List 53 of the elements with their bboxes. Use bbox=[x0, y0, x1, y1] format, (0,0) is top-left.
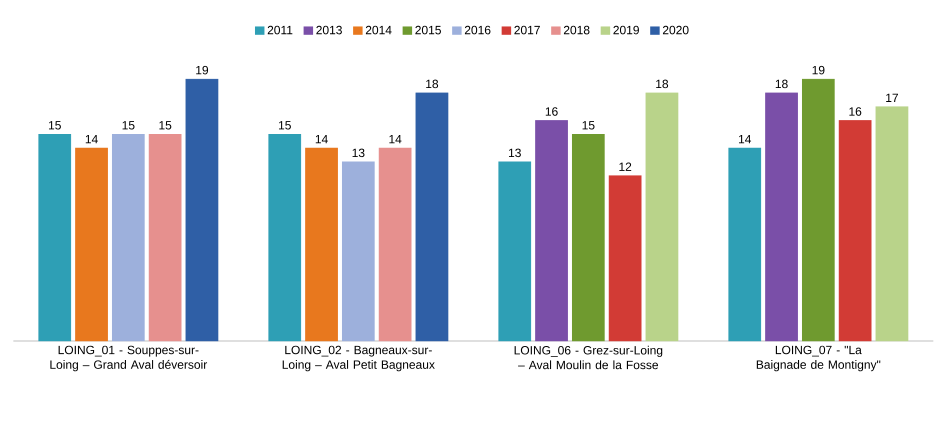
data-label: 13 bbox=[508, 148, 521, 158]
legend-label: 2015 bbox=[415, 26, 441, 34]
bar bbox=[305, 148, 338, 342]
data-label: 16 bbox=[849, 107, 862, 116]
bar bbox=[112, 134, 145, 342]
data-label: 14 bbox=[86, 135, 98, 144]
data-label: 19 bbox=[812, 66, 824, 74]
x-tick-label: LOING_01 - Souppes-sur-Loing – Grand Aval déversoir bbox=[50, 346, 208, 372]
data-label: 14 bbox=[389, 135, 402, 144]
bar bbox=[646, 92, 678, 342]
data-label: 18 bbox=[656, 80, 668, 88]
data-label: 13 bbox=[352, 148, 364, 158]
bar bbox=[535, 120, 568, 342]
bar bbox=[186, 78, 218, 342]
data-label: 15 bbox=[582, 121, 595, 130]
data-label: 15 bbox=[278, 121, 291, 130]
data-label: 15 bbox=[159, 121, 172, 130]
bar bbox=[802, 78, 835, 342]
x-tick-label: LOING_07 - "La Baignade de Montigny" bbox=[756, 346, 880, 372]
legend-label: 2020 bbox=[662, 26, 689, 34]
bar bbox=[608, 175, 642, 342]
legend-label: 2017 bbox=[514, 26, 540, 34]
bar bbox=[416, 92, 448, 342]
bar bbox=[572, 134, 605, 342]
legend-label: 2016 bbox=[464, 26, 490, 34]
bar bbox=[378, 148, 412, 342]
x-tick-label: LOING_06 - Grez-sur-Loing – Aval Moulin de la Fosse bbox=[514, 346, 662, 370]
bar bbox=[342, 162, 375, 342]
legend-label: 2011 bbox=[268, 26, 292, 34]
legend-label: 2013 bbox=[316, 26, 342, 34]
bar bbox=[876, 106, 908, 342]
legend-label: 2019 bbox=[613, 26, 639, 34]
data-label: 14 bbox=[738, 135, 752, 144]
data-label: 12 bbox=[619, 162, 632, 171]
legend-label: 2014 bbox=[366, 26, 392, 34]
bar bbox=[75, 148, 108, 342]
data-label: 15 bbox=[122, 121, 135, 130]
bar bbox=[838, 120, 872, 342]
bar bbox=[148, 134, 182, 342]
legend-label: 2018 bbox=[564, 26, 590, 34]
data-label: 17 bbox=[886, 94, 898, 102]
data-label: 18 bbox=[426, 80, 438, 88]
data-label: 15 bbox=[48, 121, 61, 130]
x-tick-label: LOING_02 - Bagneaux-sur-Loing – Aval Petit Bagneaux bbox=[282, 346, 435, 372]
data-label: 18 bbox=[776, 80, 788, 88]
data-label: 19 bbox=[196, 66, 208, 74]
bar bbox=[498, 162, 532, 342]
bar bbox=[38, 134, 72, 342]
bar bbox=[728, 148, 762, 342]
data-label: 14 bbox=[316, 135, 328, 144]
bar bbox=[268, 134, 302, 342]
data-label: 16 bbox=[546, 107, 558, 116]
bar bbox=[765, 92, 798, 342]
